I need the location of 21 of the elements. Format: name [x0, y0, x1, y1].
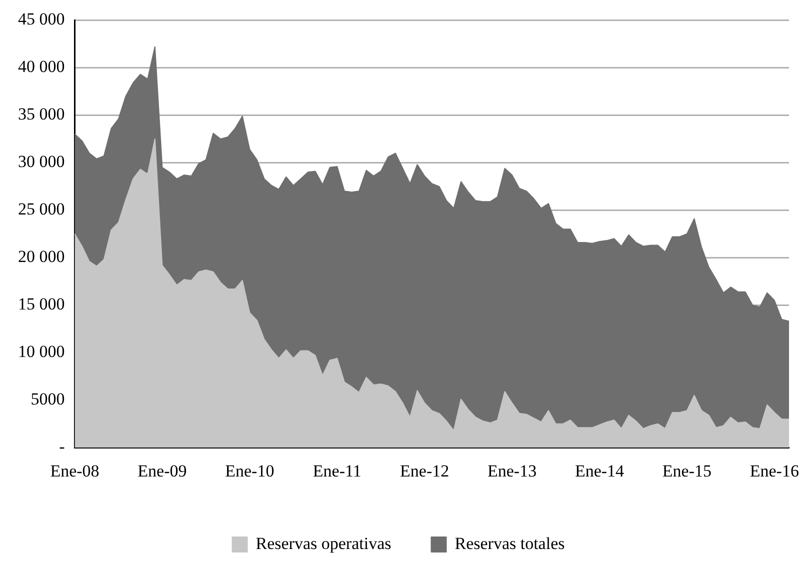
x-tick-label: Ene-14	[574, 461, 625, 480]
y-tick-label: 25 000	[18, 200, 65, 219]
y-tick-label: 5000	[30, 390, 65, 409]
legend-label: Reservas operativas	[256, 534, 392, 553]
y-tick-label: -	[59, 437, 66, 456]
x-tick-label: Ene-13	[488, 461, 537, 480]
x-tick-label: Ene-08	[50, 461, 100, 480]
y-tick-label: 45 000	[18, 10, 65, 29]
y-tick-label: 30 000	[18, 152, 65, 172]
y-tick-label: 20 000	[18, 247, 65, 266]
x-tick-label: Ene-15	[662, 461, 712, 480]
y-tick-label: 10 000	[18, 342, 65, 362]
y-tick-label: 40 000	[18, 57, 65, 76]
x-tick-label: Ene-11	[312, 461, 362, 480]
y-tick-label: 15 000	[18, 294, 65, 314]
x-tick-label: Ene-09	[138, 461, 187, 480]
x-tick-label: Ene-10	[225, 461, 274, 480]
x-tick-label: Ene-12	[400, 461, 450, 480]
legend-label: Reservas totales	[454, 534, 565, 553]
y-tick-label: 35 000	[18, 104, 65, 124]
x-tick-label: Ene-16	[750, 461, 799, 480]
